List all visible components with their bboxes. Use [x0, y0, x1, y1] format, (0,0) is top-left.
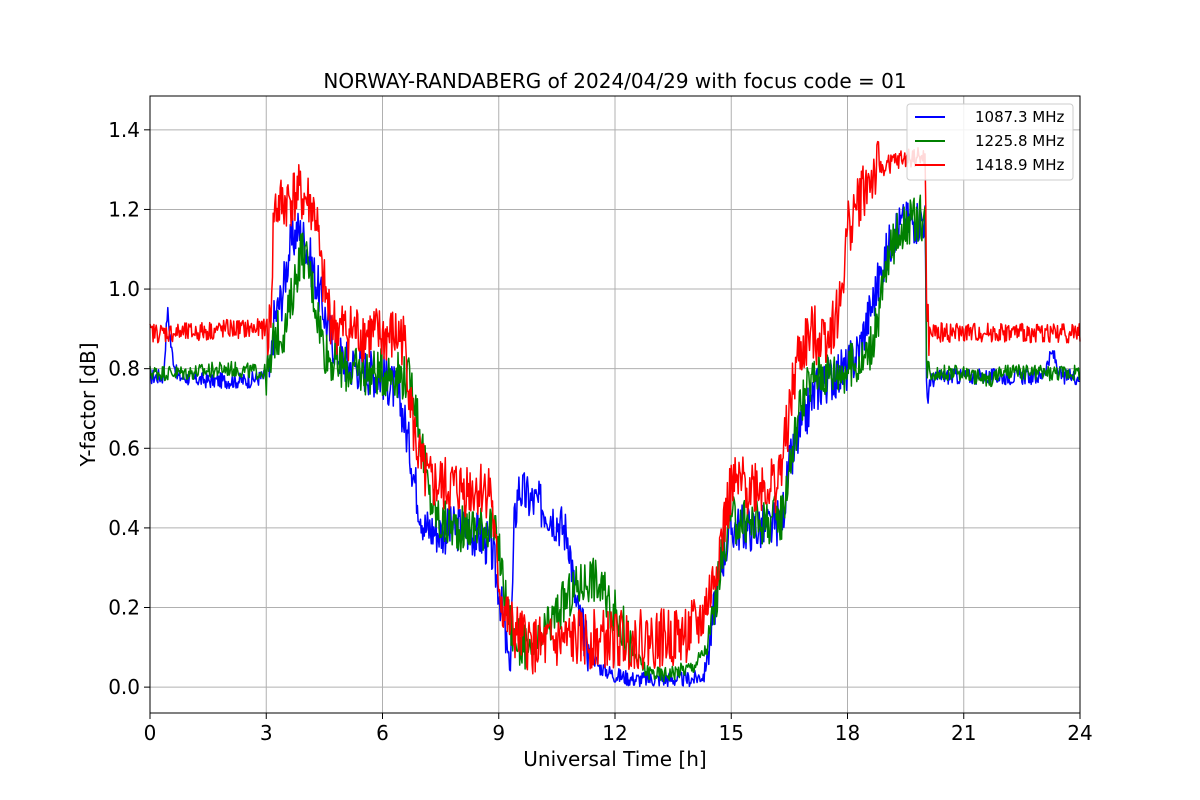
x-tick-label: 3 — [260, 721, 273, 745]
y-axis-label: Y-factor [dB] — [76, 342, 100, 467]
y-tick-label: 0.0 — [108, 675, 140, 699]
y-tick-label: 0.2 — [108, 596, 140, 620]
x-tick-label: 24 — [1067, 721, 1092, 745]
y-tick-label: 0.6 — [108, 436, 140, 460]
legend-entry: 1087.3 MHz — [975, 108, 1064, 126]
ticks: 0 3 6 9 12 15 18 21 24 0.0 0.2 0.4 0.6 0.8 1.0 1.2 1.4 — [108, 118, 1093, 745]
y-tick-label: 1.0 — [108, 277, 140, 301]
legend-entry: 1225.8 MHz — [975, 132, 1064, 150]
series-line — [149, 194, 1081, 683]
x-tick-label: 21 — [951, 721, 976, 745]
y-tick-label: 1.2 — [108, 197, 140, 221]
x-tick-label: 9 — [492, 721, 505, 745]
x-tick-label: 18 — [835, 721, 860, 745]
legend: 1087.3 MHz 1225.8 MHz 1418.9 MHz — [906, 103, 1074, 181]
x-tick-label: 6 — [376, 721, 389, 745]
y-tick-label: 0.4 — [108, 516, 140, 540]
legend-box — [906, 103, 1074, 181]
y-tick-label: 0.8 — [108, 357, 140, 381]
y-tick-label: 1.4 — [108, 118, 140, 142]
chart-title: NORWAY-RANDABERG of 2024/04/29 with focu… — [323, 69, 906, 93]
x-tick-label: 0 — [144, 721, 157, 745]
legend-entry: 1418.9 MHz — [975, 156, 1064, 174]
x-tick-label: 15 — [719, 721, 744, 745]
x-tick-label: 12 — [602, 721, 627, 745]
x-axis-label: Universal Time [h] — [523, 747, 706, 771]
